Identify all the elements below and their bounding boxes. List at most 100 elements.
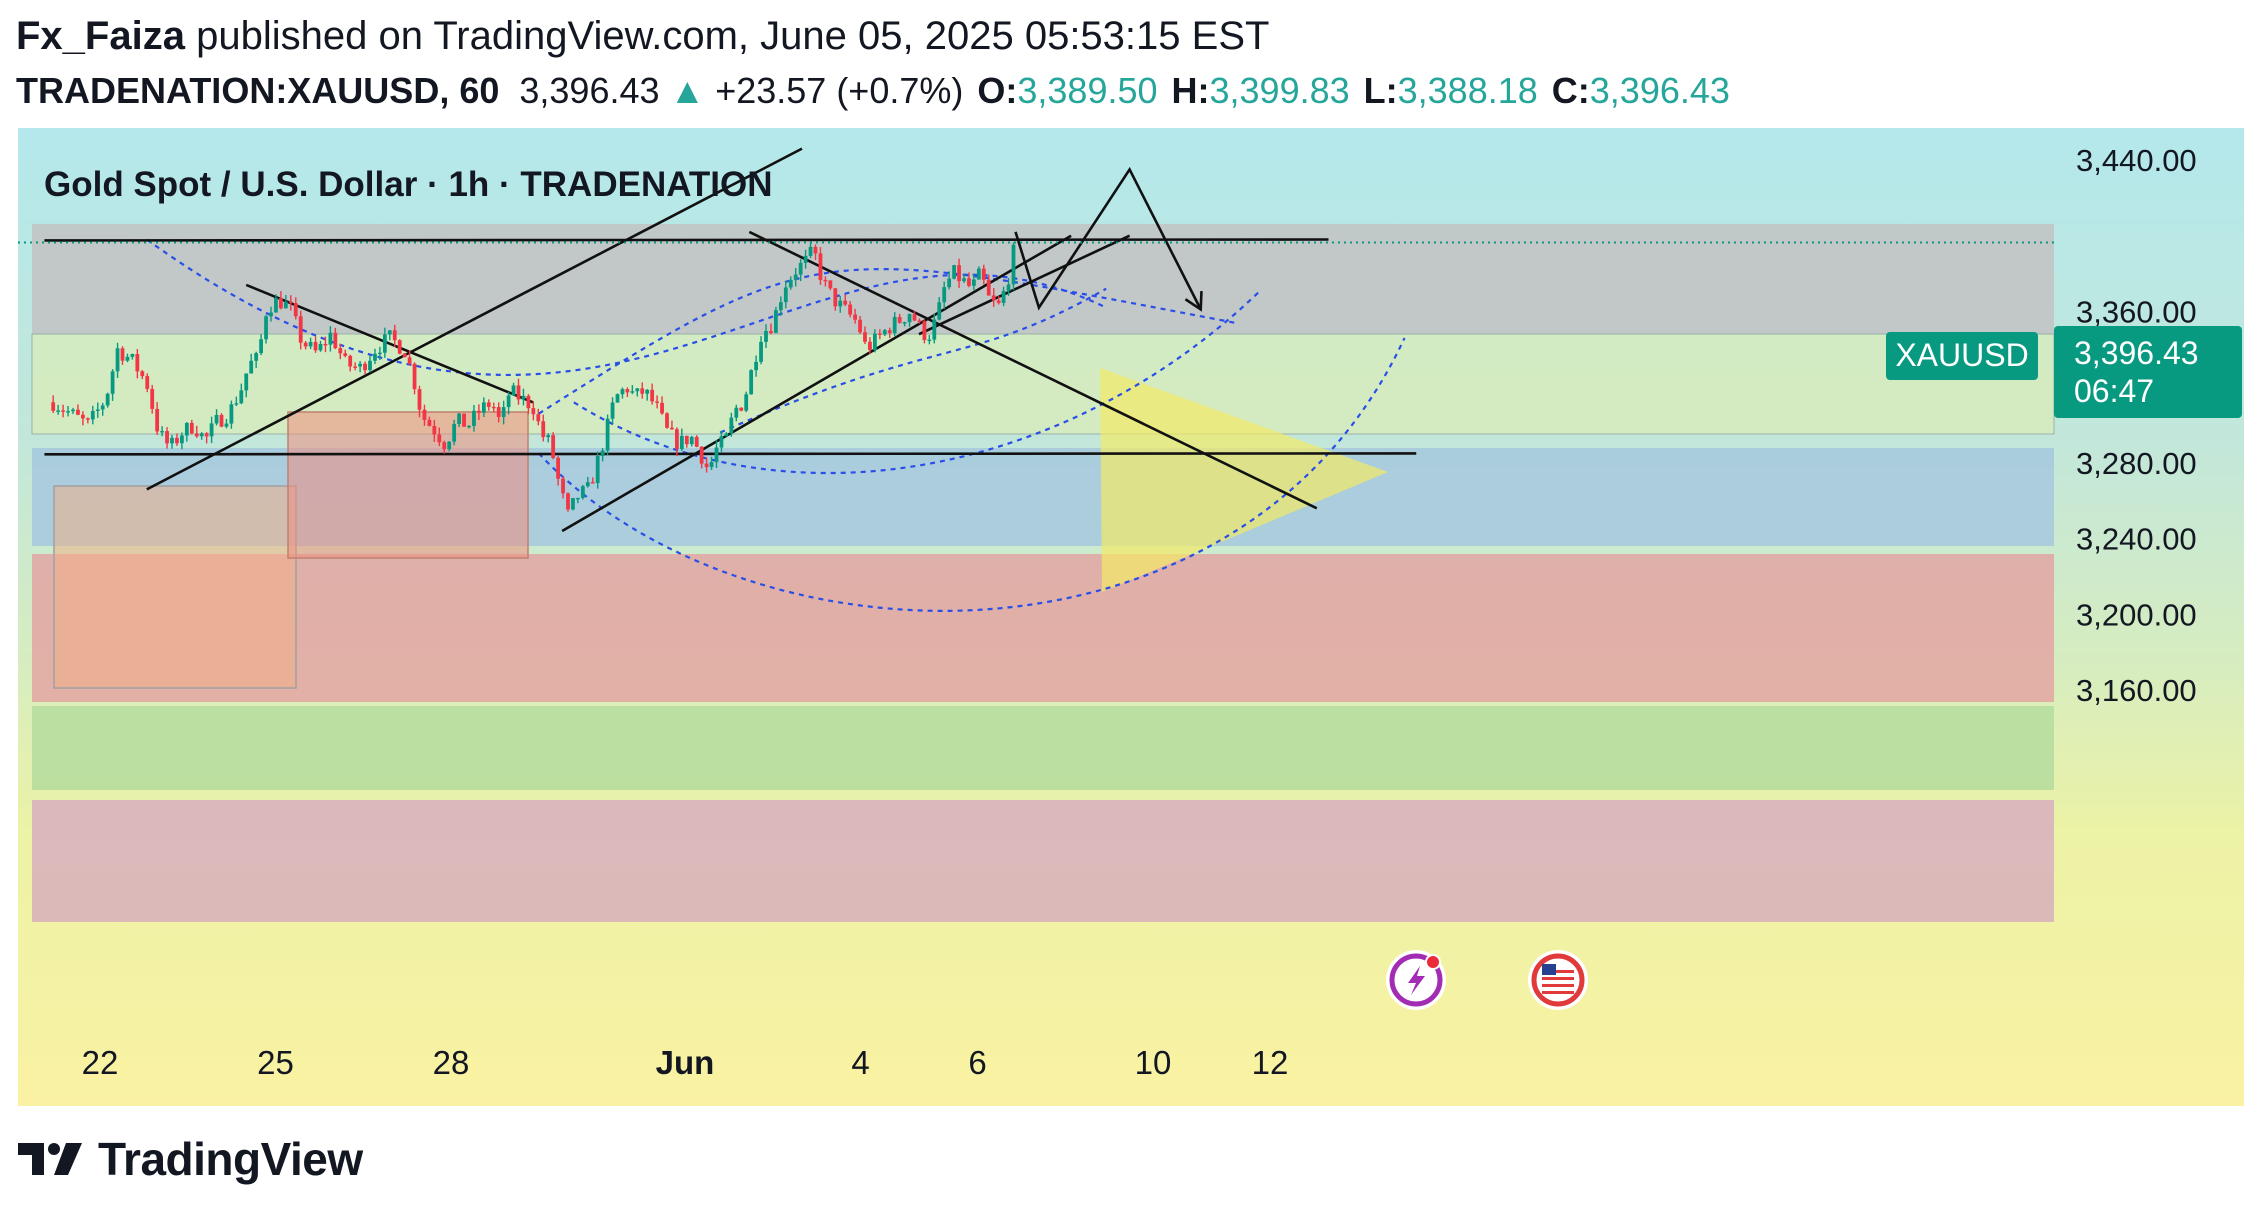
candle-body xyxy=(630,391,635,393)
candle-body xyxy=(90,410,95,420)
candle-body xyxy=(744,394,749,411)
candle-body xyxy=(749,370,754,395)
candle-body xyxy=(937,302,942,320)
candle-body xyxy=(184,422,189,436)
trendlines-layer xyxy=(44,147,1417,533)
candle-body xyxy=(561,478,565,494)
candle-body xyxy=(348,355,353,367)
candle-body xyxy=(536,414,541,422)
projection-path-arrow xyxy=(1014,166,1203,312)
close-label: C: xyxy=(1551,70,1590,111)
open-label: O: xyxy=(977,70,1018,111)
candle-body xyxy=(115,348,120,372)
candle-body xyxy=(972,279,976,286)
candle-body xyxy=(51,402,56,411)
author-name[interactable]: Fx_Faiza xyxy=(16,14,185,58)
candle-body xyxy=(655,401,659,403)
candle-body xyxy=(373,353,377,361)
candle-body xyxy=(808,246,813,256)
up-arrow-icon: ▲ xyxy=(669,70,706,111)
candle-body xyxy=(511,385,516,396)
candle-body xyxy=(219,414,224,427)
candle-body xyxy=(467,425,471,428)
candle-body xyxy=(244,373,249,391)
candle-body xyxy=(902,322,907,324)
candle-body xyxy=(150,388,155,409)
candle-body xyxy=(61,410,65,412)
symbol-tag xyxy=(1886,332,2038,380)
candle-body xyxy=(605,418,610,451)
candle-body xyxy=(66,411,70,413)
candle-body xyxy=(402,353,407,358)
candle-body xyxy=(462,413,466,427)
x-axis: 22 25 28 Jun 4 6 10 12 xyxy=(82,1044,1289,1081)
demand-zone-lower xyxy=(32,800,2054,922)
candle-body xyxy=(823,279,828,282)
us-flag-icon[interactable] xyxy=(1528,950,1588,1010)
candle-body xyxy=(912,314,917,321)
orange-box-left xyxy=(53,485,297,689)
candle-body xyxy=(714,447,719,463)
candle-body xyxy=(432,425,437,435)
candle-body xyxy=(675,429,679,449)
candle-body xyxy=(571,498,575,510)
candle-body xyxy=(130,354,135,357)
price-change: +23.57 (+0.7%) xyxy=(715,70,964,111)
open-value: 3,389.50 xyxy=(1017,70,1158,111)
candle-body xyxy=(100,405,105,410)
tv-logo-text: TradingView xyxy=(98,1133,363,1185)
candle-body xyxy=(501,407,506,417)
y-tick-label: 3,440.00 xyxy=(2076,143,2197,178)
candle-body xyxy=(105,393,110,406)
candle-body xyxy=(917,320,922,322)
event-icons xyxy=(1386,950,1588,1010)
horizontal-support-line xyxy=(44,452,1417,456)
candle-body xyxy=(422,409,427,420)
candle-body xyxy=(160,431,164,433)
candle-body xyxy=(308,341,313,347)
last-price: 3,396.43 xyxy=(519,70,660,111)
candle-body xyxy=(556,457,560,479)
candle-body xyxy=(303,342,308,347)
candle-body xyxy=(818,253,823,280)
candle-body xyxy=(526,395,531,409)
lightning-event-icon[interactable] xyxy=(1386,950,1446,1010)
candle-body xyxy=(328,332,333,345)
candle-body xyxy=(660,402,664,414)
rising-support-line xyxy=(561,234,1072,533)
candle-body xyxy=(397,340,402,354)
publication-line: Fx_Faiza published on TradingView.com, J… xyxy=(16,8,2246,64)
high-label: H: xyxy=(1171,70,1210,111)
candle-body xyxy=(1011,244,1016,285)
horizontal-resistance-line xyxy=(44,238,1329,242)
y-tick-label: 3,280.00 xyxy=(2076,446,2197,481)
candle-body xyxy=(645,389,650,394)
candle-body xyxy=(907,314,912,323)
candles-layer xyxy=(18,241,2054,512)
candle-body xyxy=(778,302,783,311)
candle-body xyxy=(145,376,150,389)
x-tick-label: Jun xyxy=(656,1044,715,1081)
tradingview-logo[interactable]: TradingView xyxy=(16,1132,363,1186)
candle-body xyxy=(774,310,778,333)
symbol-label: TRADENATION:XAUUSD, 60 xyxy=(16,70,500,111)
candle-body xyxy=(546,435,551,438)
candle-body xyxy=(264,316,268,340)
candle-body xyxy=(209,423,214,437)
low-label: L: xyxy=(1363,70,1398,111)
candle-body xyxy=(665,413,669,428)
chart-title: Gold Spot / U.S. Dollar · 1h · TRADENATI… xyxy=(44,165,773,204)
candle-body xyxy=(798,262,803,275)
x-tick-label: 28 xyxy=(433,1044,470,1081)
candle-body xyxy=(566,493,570,510)
high-value: 3,399.83 xyxy=(1209,70,1350,111)
candle-body xyxy=(640,388,645,394)
candle-body xyxy=(793,274,798,280)
candle-body xyxy=(803,255,808,263)
candle-body xyxy=(259,339,263,354)
candle-body xyxy=(724,433,729,437)
candle-body xyxy=(249,360,254,374)
candle-body xyxy=(293,303,298,317)
triangle-pattern xyxy=(1100,368,1388,592)
